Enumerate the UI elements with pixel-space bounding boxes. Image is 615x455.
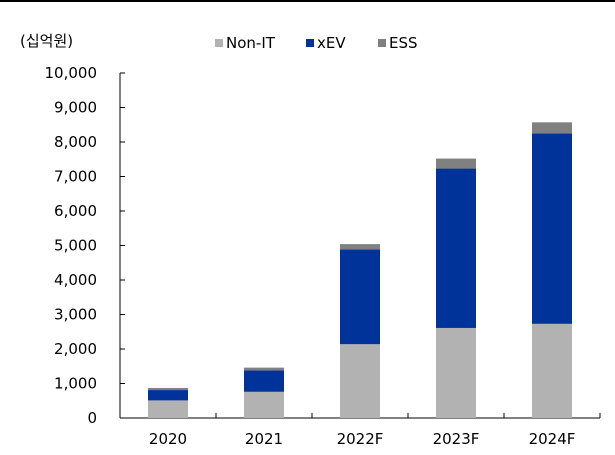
bar-segment-ess	[148, 387, 188, 391]
bar-segment-xev	[532, 133, 572, 324]
x-tick-label: 2022F	[337, 430, 384, 448]
x-tick-label: 2023F	[433, 430, 480, 448]
legend-label: ESS	[389, 34, 418, 52]
top-rule	[0, 0, 615, 2]
x-tick-label: 2024F	[529, 430, 576, 448]
legend-label: xEV	[317, 34, 346, 52]
bar-segment-non-it	[244, 391, 284, 418]
y-tick-label: 10,000	[45, 64, 98, 82]
bar-segment-xev	[148, 390, 188, 401]
axis-labels: 0 1,000 2,000 3,000 4,000 5,000 6,000 7,000 8,00…	[45, 64, 576, 448]
y-tick-label: 4,000	[54, 271, 97, 289]
y-tick-label: 8,000	[54, 133, 97, 151]
bar-segment-ess	[340, 244, 380, 250]
legend-swatch	[378, 39, 386, 47]
y-tick-label: 3,000	[54, 306, 97, 324]
legend-swatch	[306, 39, 314, 47]
y-tick-label: 7,000	[54, 168, 97, 186]
y-tick-label: 2,000	[54, 340, 97, 358]
legend: Non-IT xEV ESS	[215, 34, 418, 52]
bar-segment-xev	[244, 370, 284, 392]
bar-segment-non-it	[532, 323, 572, 418]
bar-segment-xev	[340, 249, 380, 345]
y-tick-label: 0	[87, 409, 97, 427]
bar-segment-non-it	[340, 344, 380, 418]
y-tick-label: 5,000	[54, 237, 97, 255]
bar-segment-ess	[244, 367, 284, 371]
bars	[148, 122, 572, 418]
unit-label: (십억원)	[20, 32, 73, 50]
x-tick-label: 2021	[245, 430, 283, 448]
legend-label: Non-IT	[226, 34, 276, 52]
y-tick-label: 1,000	[54, 375, 97, 393]
bar-segment-xev	[436, 168, 476, 328]
bar-segment-ess	[436, 158, 476, 169]
legend-swatch	[215, 39, 223, 47]
y-tick-label: 6,000	[54, 202, 97, 220]
bar-segment-ess	[532, 122, 572, 134]
y-tick-label: 9,000	[54, 99, 97, 117]
bar-segment-non-it	[436, 327, 476, 418]
x-tick-label: 2020	[149, 430, 187, 448]
bar-segment-non-it	[148, 400, 188, 418]
